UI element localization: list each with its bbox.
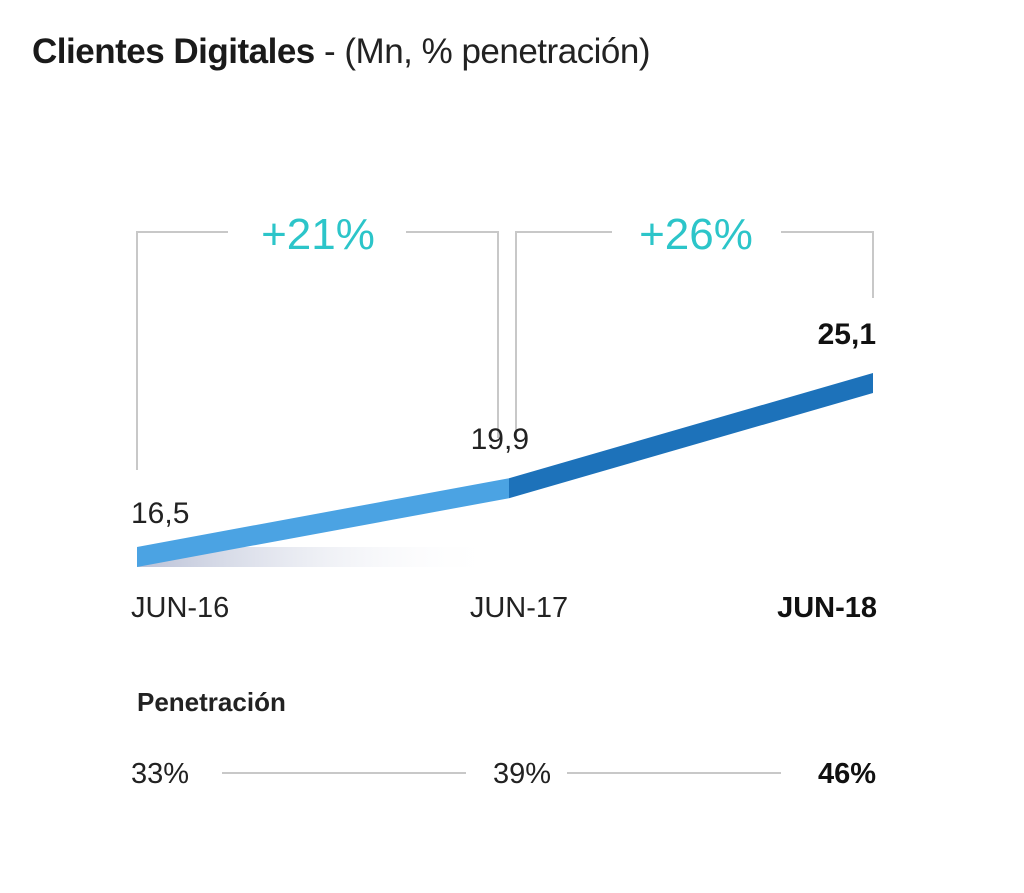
growth-bracket-1: +21% [136, 210, 499, 470]
x-tick-jun17: JUN-17 [470, 592, 568, 624]
growth-label-2: +26% [639, 210, 753, 259]
area-fade [137, 547, 497, 567]
bracket-1-left [136, 231, 228, 470]
penetration-value-jun18: 46% [818, 758, 876, 790]
value-label-jun18: 25,1 [818, 318, 876, 351]
penetration-value-jun16: 33% [131, 758, 189, 790]
x-tick-jun18: JUN-18 [777, 592, 877, 624]
value-label-jun17: 19,9 [471, 423, 529, 456]
line-segment-1 [137, 478, 509, 567]
growth-bracket-2: +26% [515, 210, 874, 438]
chart-subtitle: - (Mn, % penetración) [324, 32, 651, 71]
chart-title: Clientes Digitales - (Mn, % penetración) [32, 32, 651, 72]
bracket-1-right [406, 231, 499, 438]
chart-title-main: Clientes Digitales [32, 32, 315, 71]
x-tick-jun16: JUN-16 [131, 592, 229, 624]
bracket-2-right [781, 231, 874, 298]
value-label-jun16: 16,5 [131, 497, 189, 530]
penetration-label: Penetración [137, 687, 286, 717]
bracket-2-left [515, 231, 612, 438]
penetration-value-jun17: 39% [493, 758, 551, 790]
growth-label-1: +21% [261, 210, 375, 259]
line-segment-2 [509, 373, 873, 499]
